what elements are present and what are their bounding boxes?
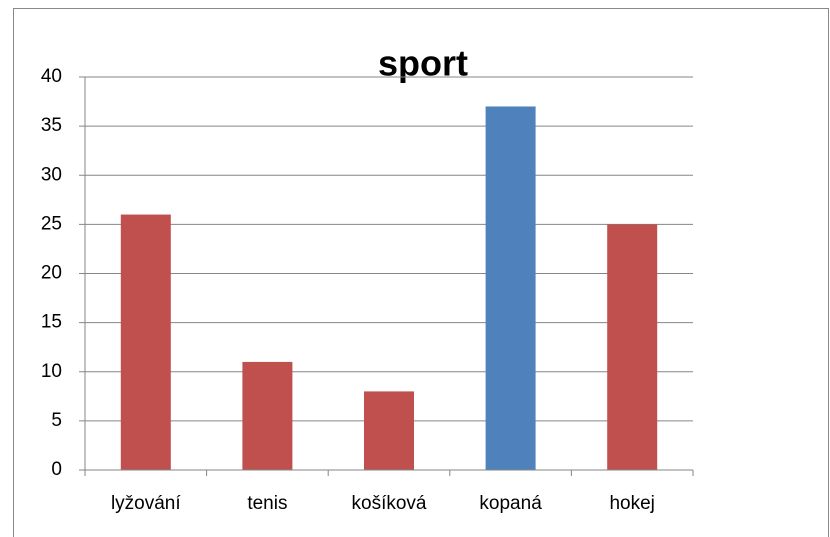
bar — [485, 106, 536, 470]
y-tick-label: 30 — [41, 164, 62, 185]
x-tick-label: hokej — [609, 493, 654, 514]
y-tick-label: 40 — [41, 66, 62, 87]
y-tick-label: 5 — [51, 410, 62, 431]
x-tick-label: kopaná — [479, 493, 542, 514]
chart-frame — [13, 8, 829, 537]
y-tick-label: 35 — [41, 115, 62, 136]
y-tick-label: 15 — [41, 312, 62, 333]
bar — [242, 361, 293, 470]
bar — [120, 214, 171, 470]
y-tick-label: 10 — [41, 361, 62, 382]
bar — [607, 224, 658, 470]
y-tick-label: 20 — [41, 263, 62, 284]
y-tick-label: 0 — [51, 459, 62, 480]
y-tick-label: 25 — [41, 213, 62, 234]
x-tick-label: tenis — [247, 493, 287, 514]
x-tick-label: košíková — [352, 493, 427, 514]
x-tick-label: lyžování — [111, 493, 181, 514]
bar — [364, 391, 414, 470]
